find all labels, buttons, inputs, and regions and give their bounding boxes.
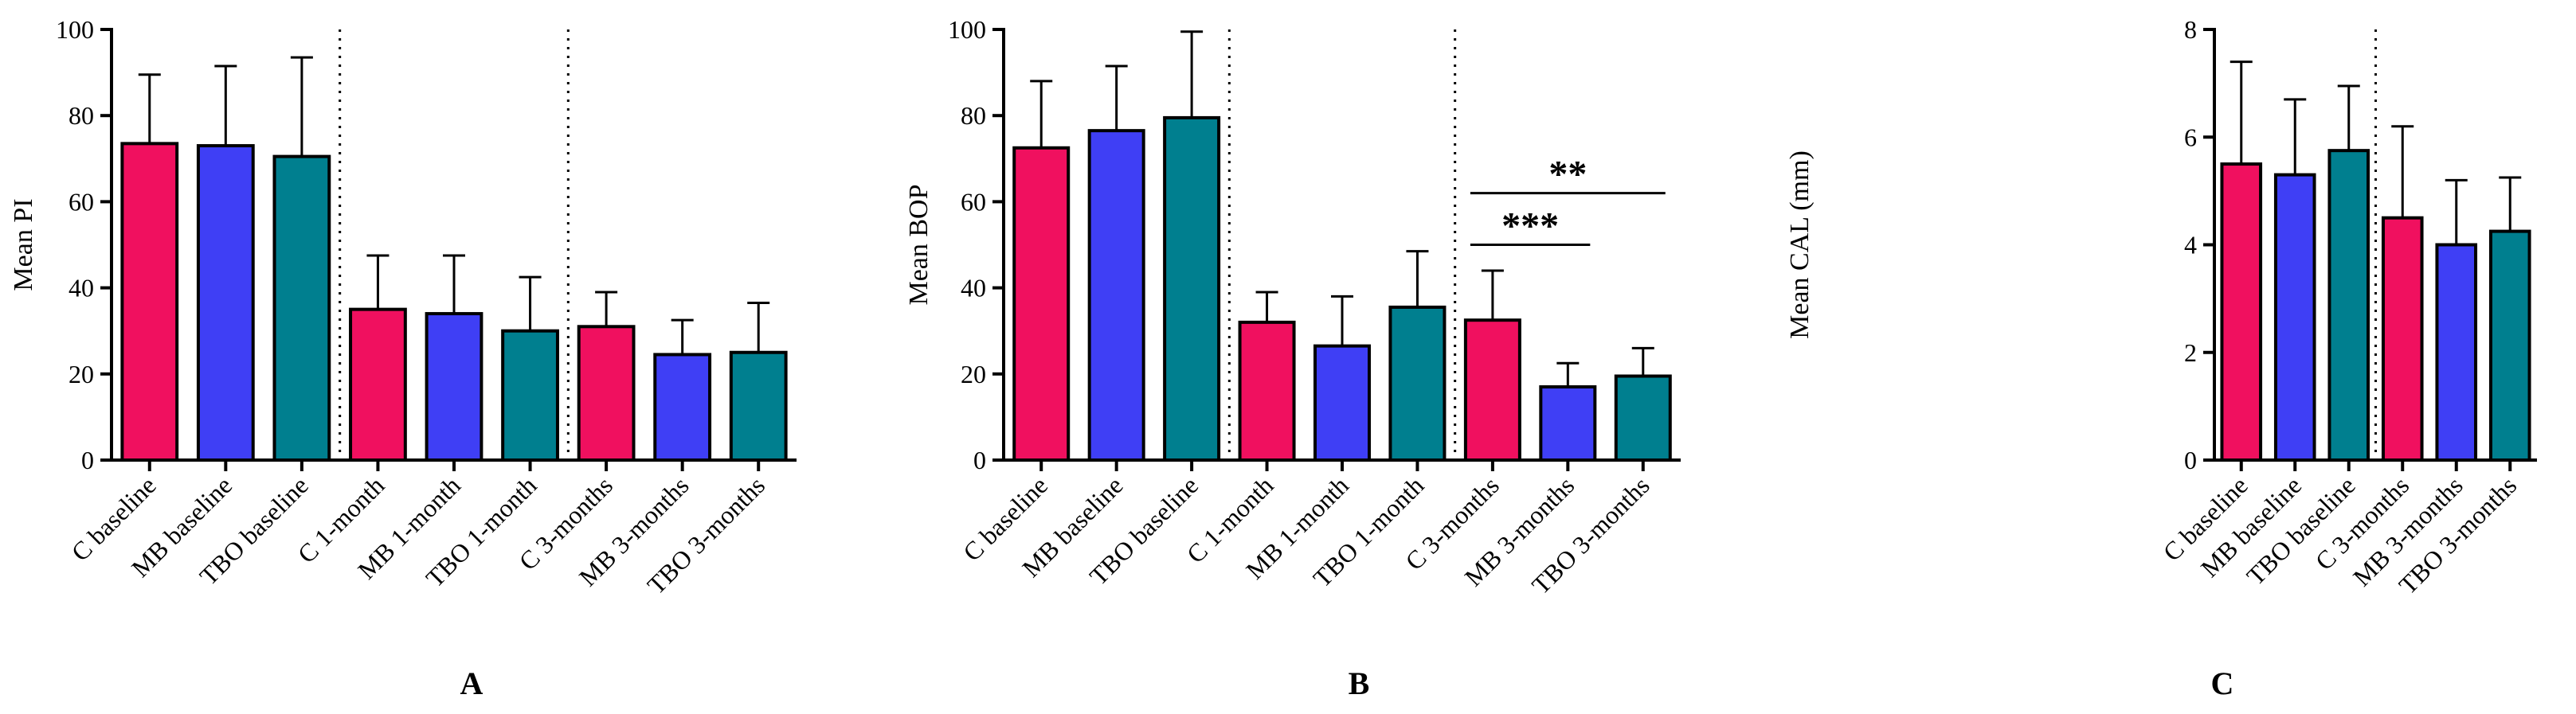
bar (425, 312, 483, 462)
bar (1163, 115, 1221, 462)
y-tick-label: 4 (2184, 231, 2197, 259)
bar (1012, 146, 1071, 462)
bar (2435, 243, 2478, 462)
y-tick-label: 20 (961, 360, 986, 388)
bar (501, 329, 559, 462)
bar (272, 154, 331, 462)
bar (196, 144, 255, 462)
bar (2327, 149, 2370, 462)
y-tick-label: 8 (2184, 15, 2197, 44)
panel-letter: A (460, 665, 483, 701)
bar (2220, 162, 2263, 462)
significance-label: *** (1501, 205, 1559, 248)
y-tick-label: 100 (56, 15, 94, 44)
y-tick-label: 2 (2184, 338, 2197, 367)
y-tick-label: 80 (69, 101, 94, 130)
bar (120, 142, 179, 462)
y-tick-label: 0 (973, 446, 986, 474)
bar (2381, 216, 2424, 462)
y-tick-label: 20 (69, 360, 94, 388)
bar (577, 325, 636, 462)
y-tick-label: 60 (69, 187, 94, 216)
bar (1388, 305, 1447, 462)
y-axis-title: Mean CAL (mm) (1785, 150, 1815, 339)
bar (1313, 344, 1371, 462)
y-tick-label: 0 (2184, 446, 2197, 474)
bar (1238, 320, 1296, 462)
y-tick-label: 0 (81, 446, 94, 474)
panel-letter: C (2211, 665, 2234, 701)
bar (1463, 318, 1521, 462)
y-axis-title: Mean PI (9, 198, 38, 291)
bar (1614, 374, 1672, 462)
bar (2488, 229, 2531, 462)
y-tick-label: 80 (961, 101, 986, 130)
panel-letter: B (1349, 665, 1370, 701)
y-tick-label: 40 (961, 274, 986, 302)
bar (2273, 173, 2316, 462)
bar (1087, 129, 1145, 462)
y-tick-label: 40 (69, 274, 94, 302)
bar (729, 350, 788, 462)
significance-label: ** (1548, 154, 1587, 196)
y-tick-label: 60 (961, 187, 986, 216)
y-tick-label: 6 (2184, 123, 2197, 151)
y-tick-label: 100 (948, 15, 986, 44)
bar (349, 307, 407, 462)
bar (1539, 385, 1597, 462)
bar (653, 353, 712, 462)
y-axis-title: Mean BOP (904, 184, 934, 305)
